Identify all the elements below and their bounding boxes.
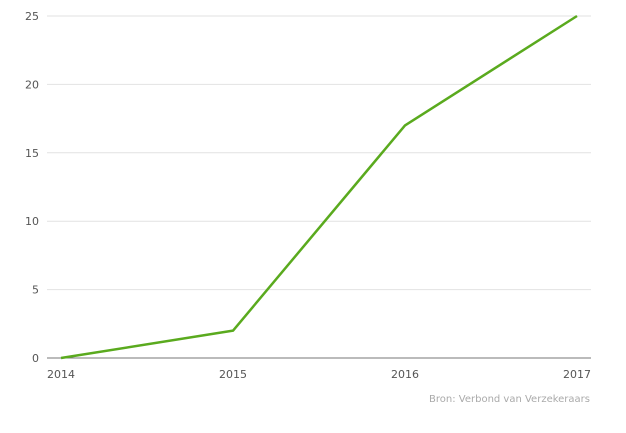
source-note: Bron: Verbond van Verzekeraars xyxy=(429,394,590,405)
series-line xyxy=(60,14,578,360)
y-tick-label: 5 xyxy=(32,284,39,297)
x-tick-label: 2015 xyxy=(219,368,247,381)
y-tick-label: 10 xyxy=(25,215,39,228)
y-tick-label: 20 xyxy=(25,78,39,91)
x-tick-label: 2014 xyxy=(47,368,75,381)
y-tick-label: 0 xyxy=(32,352,39,365)
x-tick-label: 2016 xyxy=(391,368,419,381)
x-tick-label: 2017 xyxy=(563,368,591,381)
y-tick-label: 25 xyxy=(25,10,39,23)
y-tick-label: 15 xyxy=(25,147,39,160)
